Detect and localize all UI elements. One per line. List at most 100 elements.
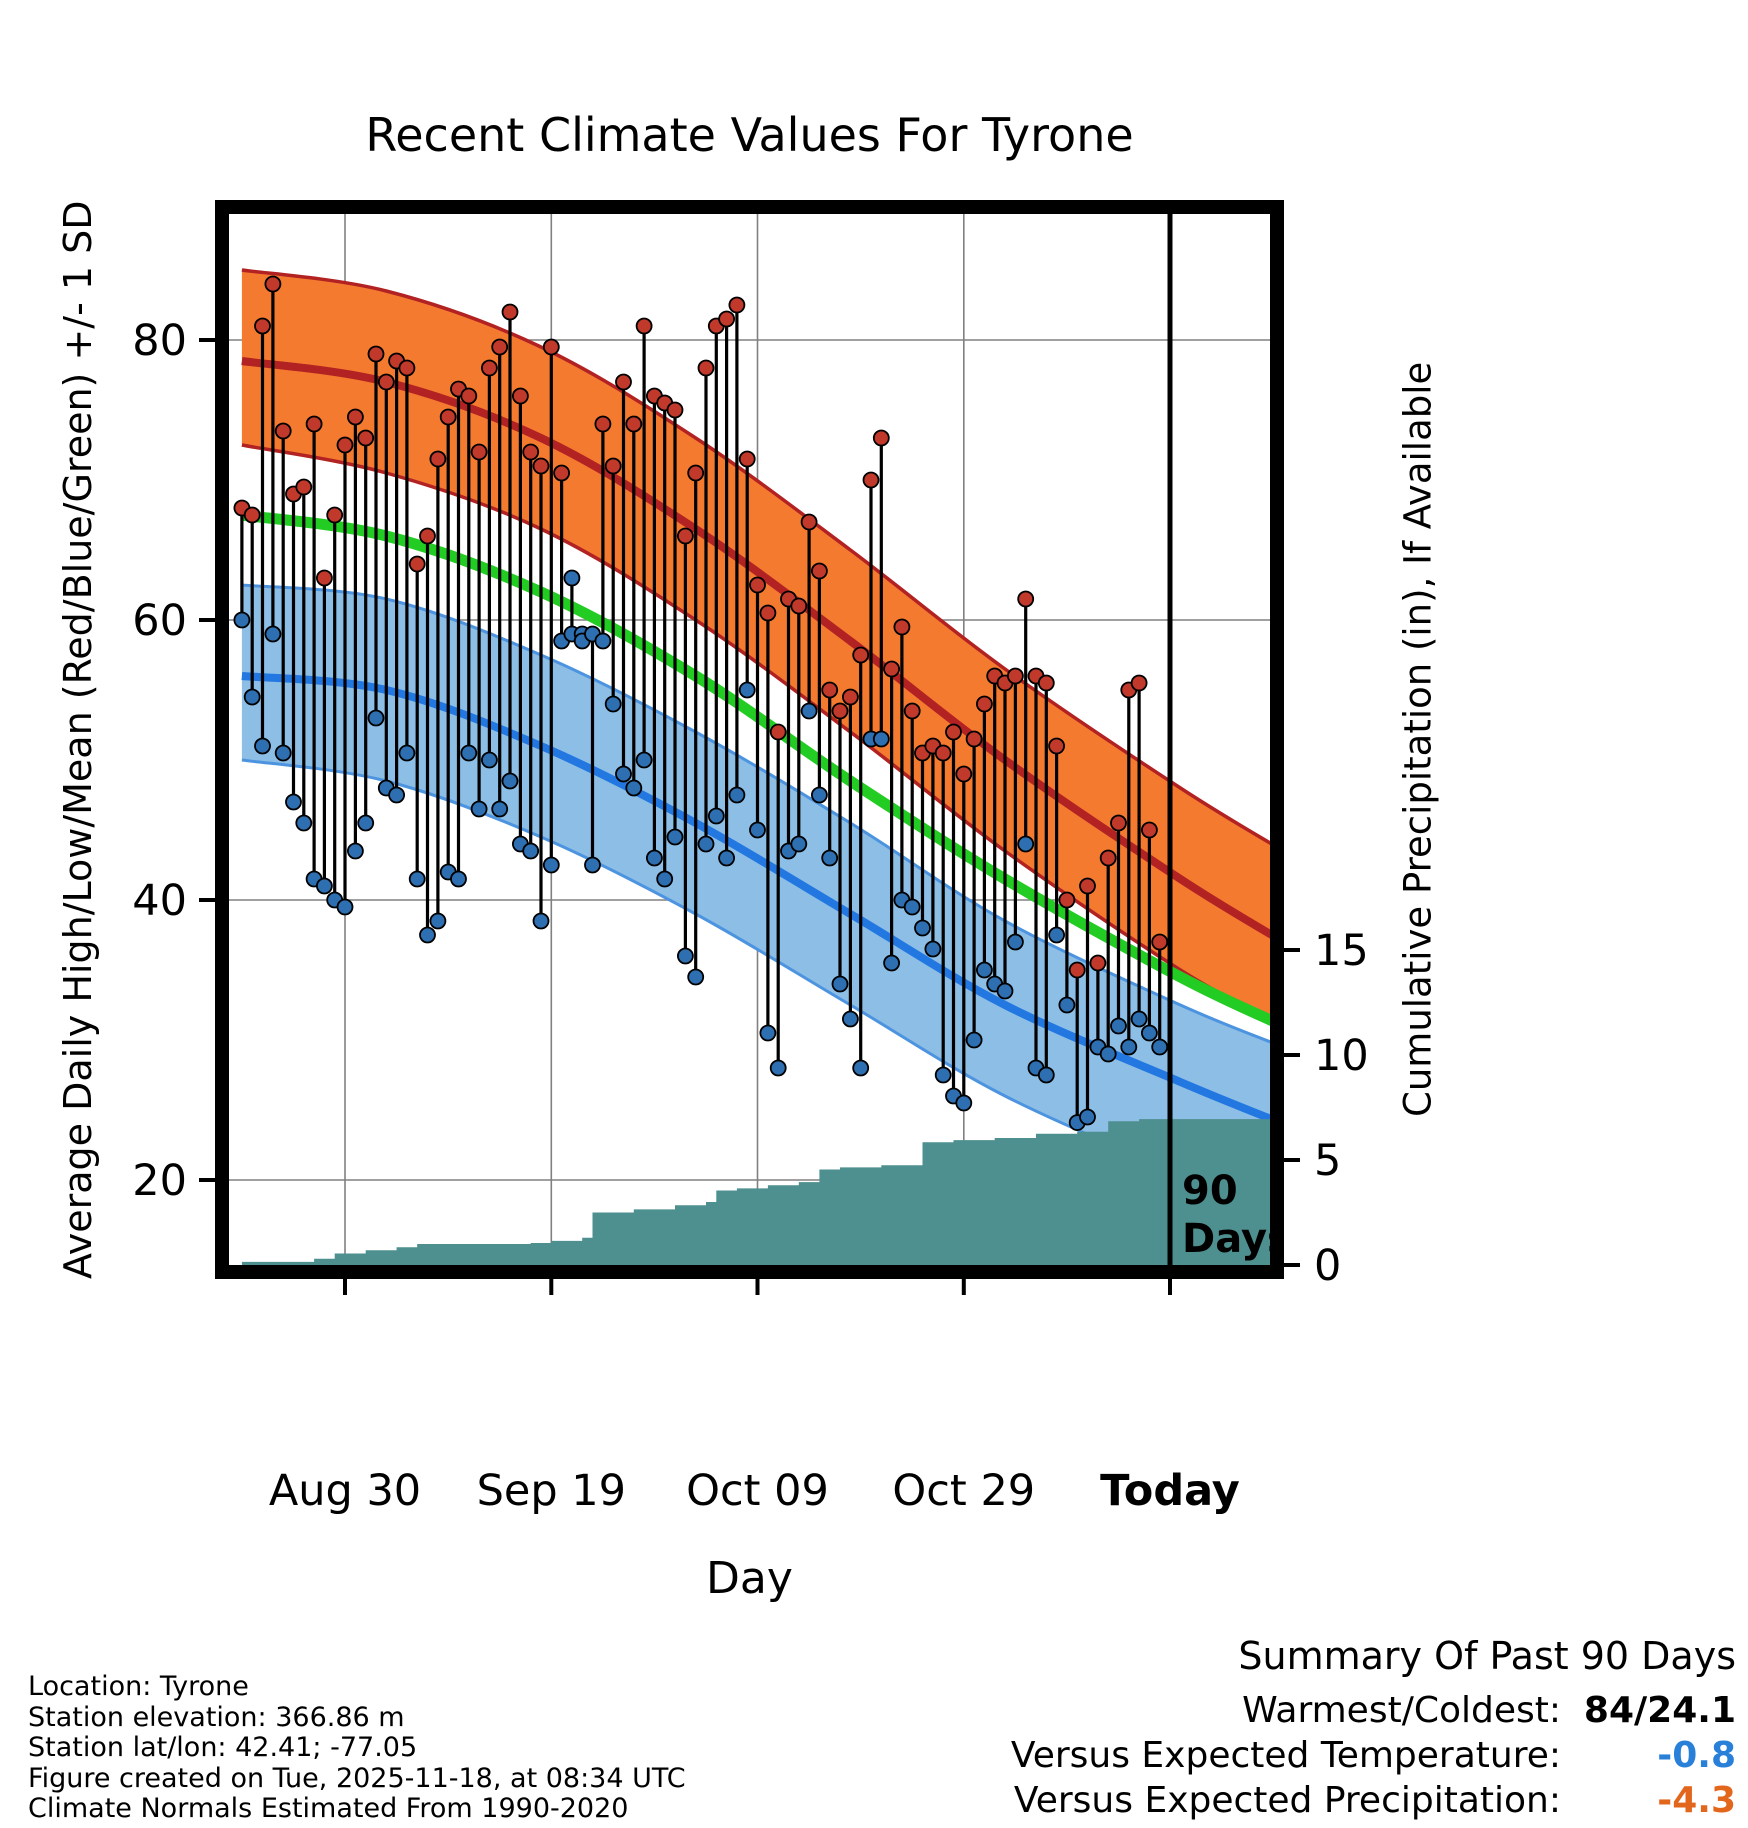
- daily-high-dot: [862, 471, 880, 489]
- daily-high-dot: [1110, 814, 1127, 832]
- daily-high-dot: [243, 506, 261, 524]
- chart-title: Recent Climate Values For Tyrone: [365, 108, 1134, 162]
- daily-high-dot: [1099, 849, 1117, 867]
- daily-low-dot: [1048, 926, 1065, 944]
- daily-low-dot: [728, 786, 746, 804]
- daily-high-dot: [460, 387, 478, 405]
- metadata-elevation: Station elevation: 366.86 m: [28, 1701, 405, 1733]
- daily-high-dot: [563, 569, 581, 587]
- ninety-days-label-line2: Days: [1182, 1216, 1291, 1262]
- summary-value: -4.3: [1657, 1780, 1736, 1821]
- daily-high-dot: [687, 464, 705, 482]
- daily-high-dot: [790, 597, 808, 615]
- daily-low-dot: [790, 835, 808, 853]
- daily-high-dot: [800, 513, 818, 531]
- daily-low-dot: [532, 912, 550, 930]
- daily-high-dot: [357, 429, 375, 447]
- plot-border: [215, 200, 1284, 1279]
- daily-high-dot: [1089, 954, 1107, 972]
- daily-low-dot: [883, 954, 900, 972]
- daily-low-dot: [1017, 835, 1035, 853]
- daily-high-dot: [315, 569, 333, 587]
- daily-low-dot: [295, 814, 313, 832]
- daily-high-dot: [945, 723, 962, 741]
- daily-high-dot: [1141, 821, 1158, 839]
- daily-high-dot: [976, 695, 993, 713]
- x-tick-label: Oct 09: [686, 1466, 829, 1516]
- y-right-tick-label: 5: [1314, 1136, 1341, 1186]
- daily-low-dot: [965, 1031, 983, 1049]
- ninety-days-label-line1: 90: [1182, 1168, 1238, 1214]
- y-right-tick-label: 10: [1314, 1031, 1369, 1081]
- x-tick-label: Oct 29: [892, 1466, 1035, 1516]
- daily-high-dot: [1017, 590, 1035, 608]
- daily-high-dot: [470, 443, 488, 461]
- y-left-tick-label: 60: [132, 596, 187, 646]
- daily-low-dot: [274, 744, 292, 762]
- daily-high-dot: [326, 506, 344, 524]
- daily-low-dot: [254, 737, 271, 755]
- daily-high-dot: [677, 527, 694, 545]
- daily-high-dot: [398, 359, 416, 377]
- daily-high-dot: [769, 723, 787, 741]
- daily-low-dot: [646, 849, 663, 867]
- daily-low-dot: [460, 744, 478, 762]
- daily-low-dot: [584, 856, 601, 874]
- daily-low-dot: [419, 926, 436, 944]
- daily-low-dot: [594, 632, 612, 650]
- daily-low-dot: [336, 898, 354, 916]
- metadata-latlon: Station lat/lon: 42.41; -77.05: [28, 1732, 418, 1763]
- summary-row-vs-temperature: Versus Expected Temperature: -0.8: [976, 1733, 1736, 1778]
- daily-low-dot: [1141, 1024, 1158, 1042]
- daily-low-dot: [243, 688, 261, 706]
- daily-high-dot: [749, 576, 766, 594]
- daily-low-dot: [718, 849, 735, 867]
- daily-high-dot: [532, 457, 550, 475]
- daily-high-dot: [254, 317, 271, 335]
- daily-low-dot: [924, 940, 942, 958]
- daily-high-dot: [635, 317, 653, 335]
- daily-low-dot: [542, 856, 560, 874]
- daily-high-dot: [893, 618, 911, 636]
- daily-high-dot: [377, 373, 395, 391]
- y-left-tick-label: 40: [132, 876, 187, 926]
- daily-high-dot: [1037, 674, 1055, 692]
- daily-low-dot: [346, 842, 364, 860]
- daily-low-dot: [996, 982, 1014, 1000]
- daily-low-dot: [842, 1010, 859, 1028]
- y-right-tick-label: 15: [1314, 926, 1369, 976]
- summary-row-warmest-coldest: Warmest/Coldest: 84/24.1: [976, 1688, 1736, 1733]
- daily-low-dot: [852, 1059, 870, 1077]
- daily-high-dot: [811, 562, 828, 580]
- daily-low-dot: [315, 877, 333, 895]
- daily-low-dot: [367, 709, 385, 727]
- daily-low-dot: [285, 793, 302, 811]
- daily-low-dot: [656, 870, 674, 888]
- daily-high-dot: [336, 436, 354, 454]
- daily-low-dot: [357, 814, 375, 832]
- daily-high-dot: [738, 450, 756, 468]
- summary-value: 84/24.1: [1583, 1690, 1736, 1731]
- daily-high-dot: [1068, 961, 1086, 979]
- daily-low-dot: [604, 695, 622, 713]
- daily-high-dot: [295, 478, 313, 496]
- x-tick-label: Sep 19: [477, 1466, 626, 1516]
- daily-low-dot: [976, 961, 993, 979]
- daily-low-dot: [707, 807, 725, 825]
- daily-high-dot: [615, 373, 632, 391]
- daily-low-dot: [934, 1066, 952, 1084]
- daily-low-dot: [408, 870, 426, 888]
- daily-high-dot: [439, 408, 457, 426]
- summary-panel: Summary Of Past 90 Days Warmest/Coldest:…: [976, 1634, 1736, 1823]
- y-left-tick-label: 20: [132, 1156, 187, 1206]
- daily-high-dot: [480, 359, 498, 377]
- y-left-tick-label: 80: [132, 316, 187, 366]
- daily-high-dot: [625, 415, 643, 433]
- daily-low-dot: [1120, 1038, 1138, 1056]
- x-tick-label: Today: [1100, 1466, 1240, 1516]
- daily-low-dot: [1007, 933, 1024, 951]
- daily-low-dot: [677, 947, 694, 965]
- daily-low-dot: [398, 744, 416, 762]
- daily-high-dot: [1130, 674, 1148, 692]
